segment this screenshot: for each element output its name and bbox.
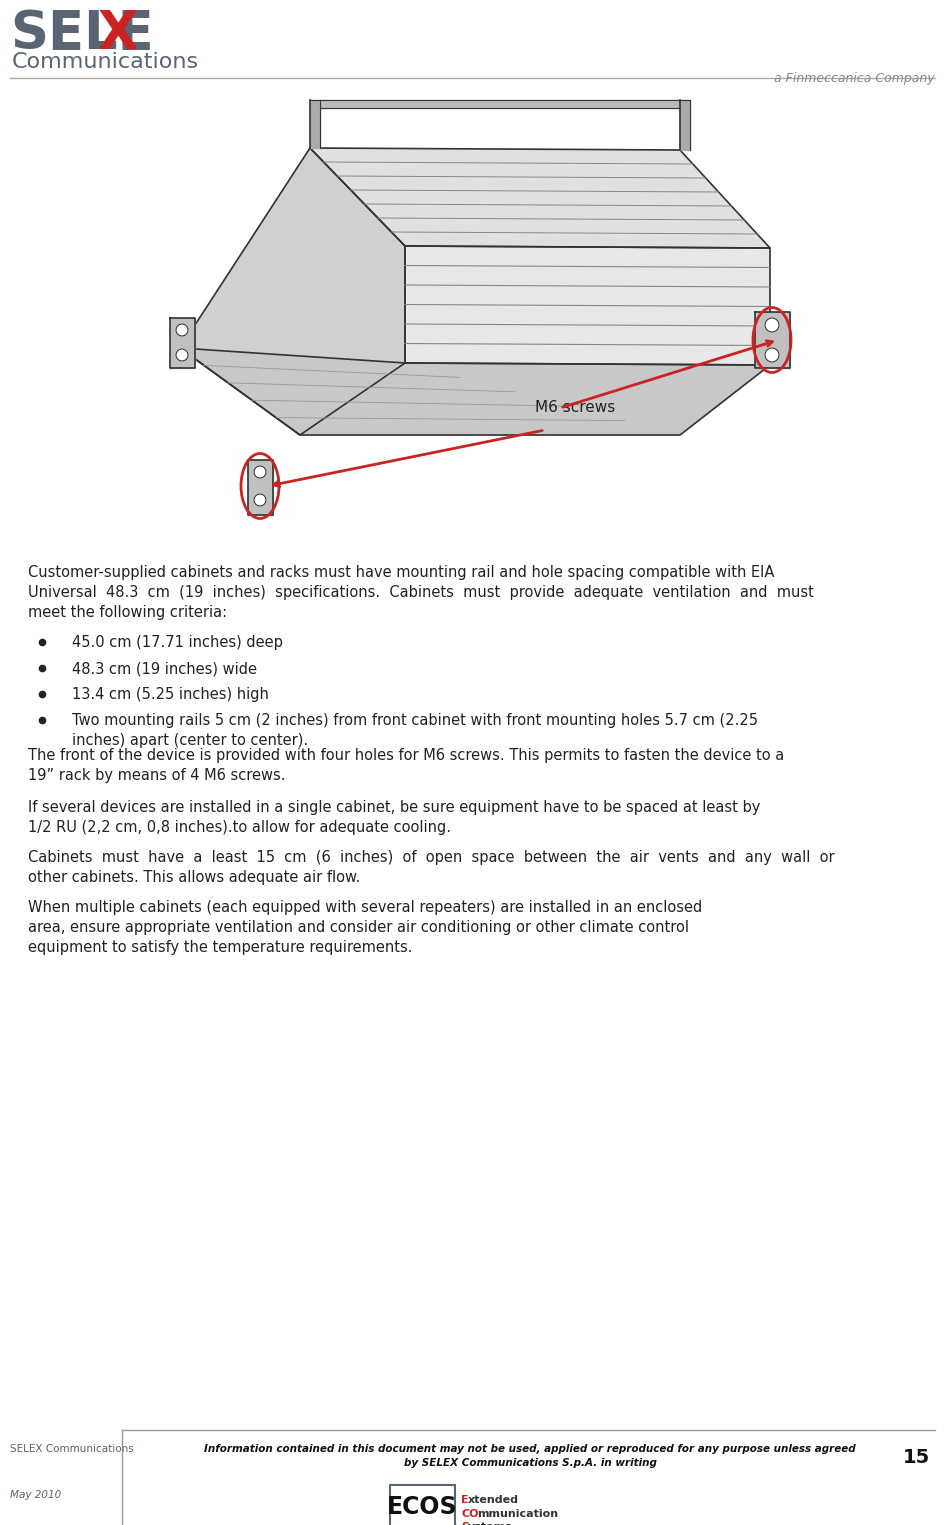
Text: SELEX Communications: SELEX Communications <box>10 1444 134 1453</box>
Polygon shape <box>680 101 689 149</box>
Text: a Finmeccanica Company: a Finmeccanica Company <box>773 72 934 85</box>
Text: meet the following criteria:: meet the following criteria: <box>28 605 227 621</box>
Text: Universal  48.3  cm  (19  inches)  specifications.  Cabinets  must  provide  ade: Universal 48.3 cm (19 inches) specificat… <box>28 586 813 599</box>
Text: Cabinets  must  have  a  least  15  cm  (6  inches)  of  open  space  between  t: Cabinets must have a least 15 cm (6 inch… <box>28 849 834 865</box>
Circle shape <box>254 494 265 506</box>
Circle shape <box>176 323 188 336</box>
Text: area, ensure appropriate ventilation and consider air conditioning or other clim: area, ensure appropriate ventilation and… <box>28 920 688 935</box>
Circle shape <box>254 467 265 477</box>
Circle shape <box>176 349 188 361</box>
Polygon shape <box>310 101 320 148</box>
Polygon shape <box>405 246 769 364</box>
Text: 13.4 cm (5.25 inches) high: 13.4 cm (5.25 inches) high <box>72 686 269 702</box>
Text: M6 screws: M6 screws <box>534 401 615 415</box>
Text: equipment to satisfy the temperature requirements.: equipment to satisfy the temperature req… <box>28 939 413 955</box>
Polygon shape <box>179 148 405 435</box>
Polygon shape <box>754 313 789 368</box>
Text: Information contained in this document may not be used, applied or reproduced fo: Information contained in this document m… <box>204 1444 855 1453</box>
Text: mmunication: mmunication <box>477 1510 558 1519</box>
Text: The front of the device is provided with four holes for M6 screws. This permits : The front of the device is provided with… <box>28 747 784 762</box>
Text: 1/2 RU (2,2 cm, 0,8 inches).to allow for adequate cooling.: 1/2 RU (2,2 cm, 0,8 inches).to allow for… <box>28 820 450 836</box>
Text: 48.3 cm (19 inches) wide: 48.3 cm (19 inches) wide <box>72 660 257 676</box>
Polygon shape <box>179 348 769 435</box>
Bar <box>390 1485 454 1525</box>
Text: SELE: SELE <box>10 8 154 59</box>
Text: 19” rack by means of 4 M6 screws.: 19” rack by means of 4 M6 screws. <box>28 769 285 782</box>
Text: May 2010: May 2010 <box>10 1490 61 1501</box>
Polygon shape <box>247 461 273 515</box>
Text: If several devices are installed in a single cabinet, be sure equipment have to : If several devices are installed in a si… <box>28 801 760 814</box>
Circle shape <box>765 319 778 332</box>
Circle shape <box>765 348 778 361</box>
Text: ECOS: ECOS <box>387 1494 457 1519</box>
Text: by SELEX Communications S.p.A. in writing: by SELEX Communications S.p.A. in writin… <box>403 1458 656 1469</box>
Text: 45.0 cm (17.71 inches) deep: 45.0 cm (17.71 inches) deep <box>72 634 282 650</box>
Text: 15: 15 <box>902 1449 929 1467</box>
Polygon shape <box>170 319 194 368</box>
Text: When multiple cabinets (each equipped with several repeaters) are installed in a: When multiple cabinets (each equipped wi… <box>28 900 701 915</box>
Text: inches) apart (center to center).: inches) apart (center to center). <box>72 734 308 747</box>
Text: S: S <box>461 1522 468 1525</box>
Text: Two mounting rails 5 cm (2 inches) from front cabinet with front mounting holes : Two mounting rails 5 cm (2 inches) from … <box>72 714 757 727</box>
Polygon shape <box>320 101 680 108</box>
Polygon shape <box>310 148 769 249</box>
Text: E: E <box>461 1494 468 1505</box>
Text: Customer-supplied cabinets and racks must have mounting rail and hole spacing co: Customer-supplied cabinets and racks mus… <box>28 564 773 580</box>
Text: xtended: xtended <box>467 1494 518 1505</box>
Text: other cabinets. This allows adequate air flow.: other cabinets. This allows adequate air… <box>28 869 360 884</box>
Text: Communications: Communications <box>12 52 199 72</box>
Text: CO: CO <box>461 1510 478 1519</box>
Text: X: X <box>98 8 139 59</box>
Text: ystems: ystems <box>467 1522 513 1525</box>
